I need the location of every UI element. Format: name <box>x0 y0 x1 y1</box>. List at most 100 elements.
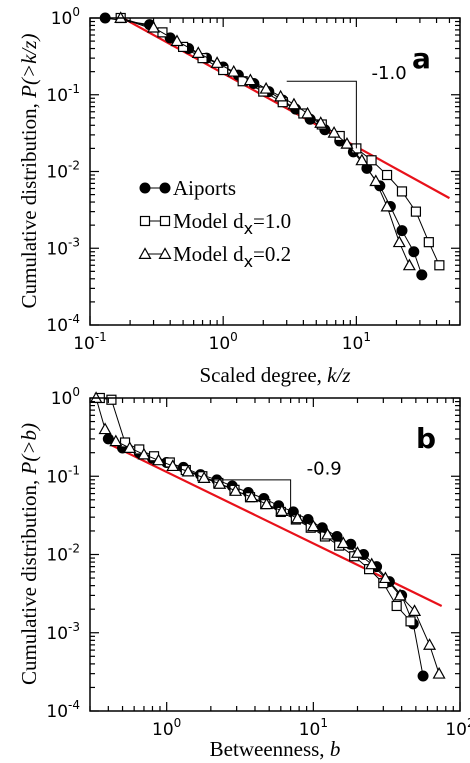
data-point <box>245 490 259 503</box>
panel-a-x-axis-label: Scaled degree, k/z <box>199 363 350 387</box>
panel-b-series <box>89 391 446 682</box>
panel-a-slope-bracket <box>286 80 357 149</box>
panel-b-ticks: 100 101 102 10-4 10-3 10-2 10-1 100 <box>46 385 470 740</box>
data-point <box>106 394 117 405</box>
data-point <box>152 453 166 466</box>
series-line <box>99 397 411 622</box>
data-point <box>301 106 315 119</box>
panel-a-slope-label: -1.0 <box>372 63 407 84</box>
data-point <box>259 81 273 94</box>
data-point <box>287 97 301 110</box>
y-tick-label: 10-4 <box>46 312 80 336</box>
panel-b-slope-bracket <box>210 479 292 518</box>
data-point <box>170 34 184 47</box>
legend-marker <box>158 247 172 259</box>
data-point <box>137 447 151 460</box>
series-line <box>105 17 423 276</box>
data-point <box>392 235 406 248</box>
legend-label: Model dx=1.0 <box>173 209 291 238</box>
data-point <box>396 225 408 237</box>
panel-b: 100 101 102 10-4 10-3 10-2 10-1 100 -0.9 b Betw… <box>17 385 470 761</box>
legend-marker <box>159 182 171 194</box>
data-point <box>396 186 408 197</box>
data-point <box>229 484 243 496</box>
data-point <box>191 46 205 58</box>
y-tick-label: 10-2 <box>46 159 80 183</box>
data-point <box>181 464 195 477</box>
data-point <box>321 527 335 540</box>
data-point <box>434 260 445 271</box>
y-tick-label: 100 <box>51 385 80 409</box>
data-point <box>417 670 429 682</box>
x-tick-label: 101 <box>299 716 328 740</box>
series-open-square <box>94 392 416 627</box>
slope-bracket <box>210 479 292 518</box>
panel-b-frame <box>89 397 461 712</box>
data-point <box>355 153 369 166</box>
x-tick-label: 100 <box>209 330 238 354</box>
data-point <box>423 638 437 650</box>
data-point <box>336 536 350 549</box>
data-point <box>408 604 422 616</box>
y-tick-label: 10-3 <box>46 235 80 259</box>
y-tick-label: 10-4 <box>46 698 80 722</box>
panel-a: 10-1 100 101 10-4 10-3 10-2 10-1 100 -1.0 a Sca… <box>17 5 461 387</box>
data-point <box>290 511 305 524</box>
series-filled-circle <box>99 12 428 281</box>
series-line <box>108 438 424 677</box>
data-point <box>166 459 180 472</box>
data-point <box>218 64 229 76</box>
y-tick-label: 10-3 <box>46 620 80 644</box>
panel-b-x-axis-label: Betweenness, b <box>210 737 341 761</box>
data-point <box>306 519 320 532</box>
legend-marker <box>139 182 151 194</box>
data-point <box>350 546 365 558</box>
legend-marker <box>159 215 171 227</box>
data-point <box>432 666 446 679</box>
panel-b-slope-label: -0.9 <box>307 459 342 480</box>
data-point <box>123 441 137 453</box>
panel-b-y-axis-label: Cumulative distribution, P(>b) <box>17 423 41 685</box>
data-point <box>327 125 341 138</box>
data-point <box>274 89 288 102</box>
data-point <box>275 504 289 516</box>
series-open-triangle <box>89 391 446 679</box>
data-point <box>416 269 428 281</box>
data-point <box>314 116 328 128</box>
y-tick-label: 10-1 <box>46 82 80 106</box>
data-point <box>98 422 112 435</box>
data-point <box>243 73 257 86</box>
data-point <box>380 199 394 212</box>
data-point <box>210 56 224 68</box>
data-point <box>410 206 422 217</box>
legend-entry: Model dx=0.2 <box>138 242 291 271</box>
data-point <box>393 588 407 601</box>
data-point <box>378 571 392 584</box>
panel-a-label: a <box>412 42 431 75</box>
series-open-triangle <box>114 11 416 271</box>
data-point <box>340 137 354 149</box>
x-tick-label: 102 <box>445 716 470 740</box>
legend-label: Aiports <box>173 176 236 200</box>
data-point <box>408 246 420 258</box>
data-point <box>369 174 383 187</box>
data-point <box>260 497 274 510</box>
series-line <box>95 397 440 674</box>
x-tick-label: 10-1 <box>73 330 107 354</box>
data-point <box>381 169 393 181</box>
y-tick-label: 10-2 <box>46 542 80 566</box>
data-point <box>147 20 161 33</box>
data-point <box>366 155 377 166</box>
x-tick-label: 100 <box>152 716 181 740</box>
data-point <box>391 600 402 612</box>
panel-a-y-axis-label: Cumulative distribution, P(>k/z) <box>17 34 41 309</box>
legend-marker <box>138 247 152 259</box>
data-point <box>405 616 416 627</box>
y-tick-label: 10-1 <box>46 463 80 487</box>
y-tick-label: 100 <box>51 5 80 29</box>
data-point <box>197 471 211 483</box>
legend-marker <box>139 215 151 227</box>
data-point <box>213 477 227 489</box>
legend-entry: Aiports <box>139 176 236 200</box>
